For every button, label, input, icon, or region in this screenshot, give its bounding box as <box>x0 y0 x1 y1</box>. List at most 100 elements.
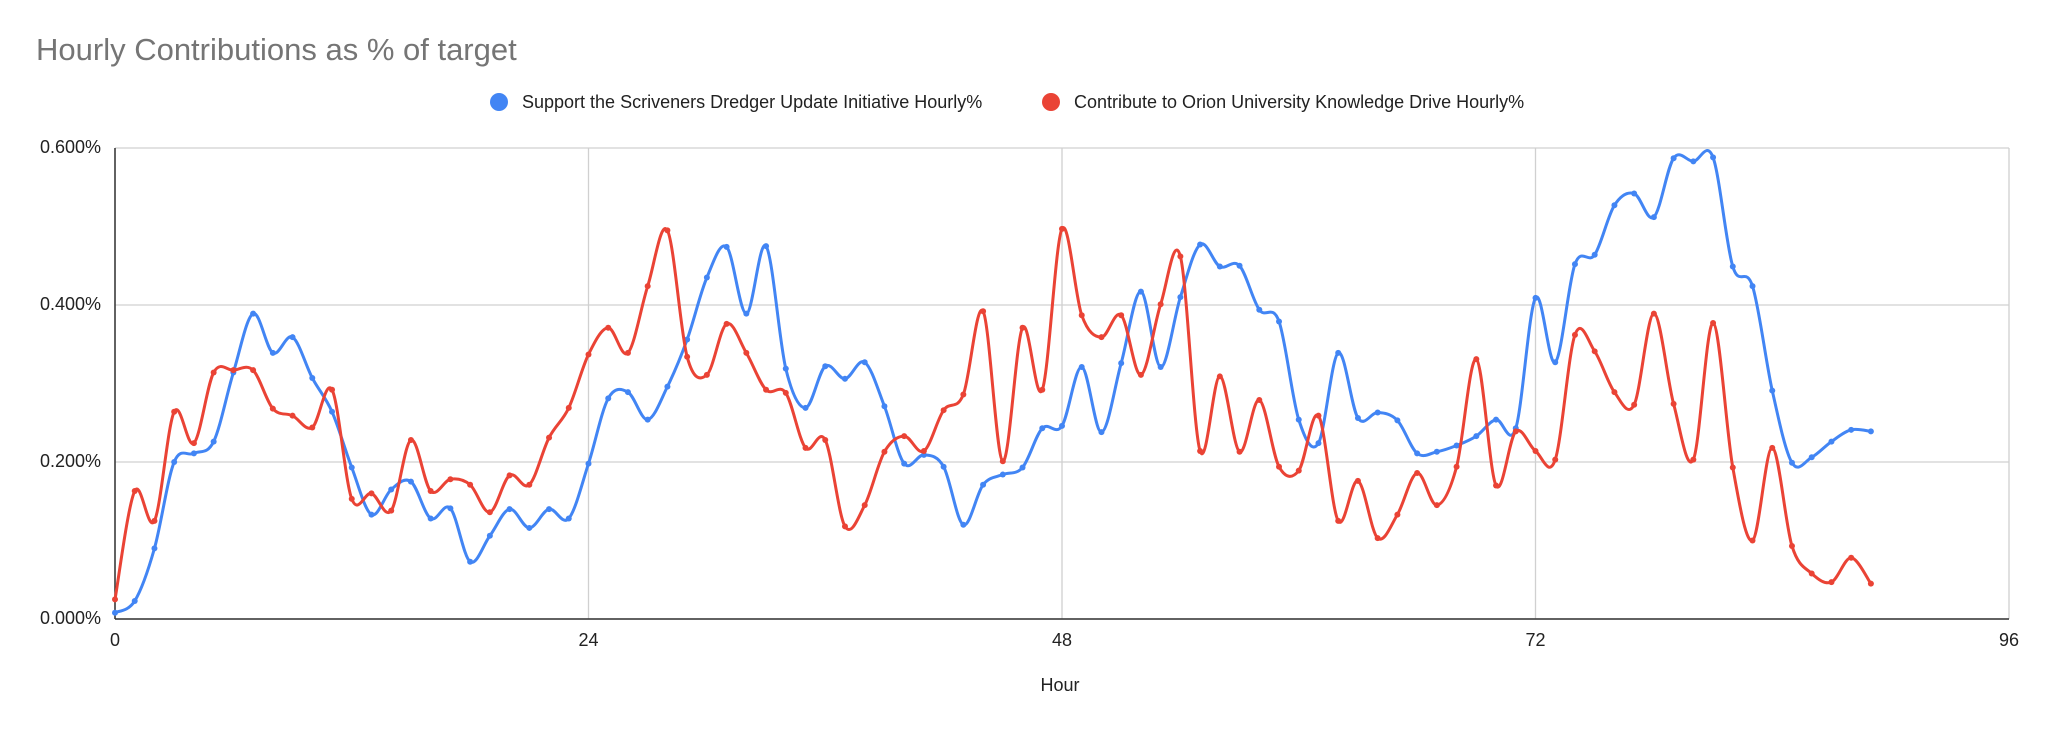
data-point <box>664 227 671 234</box>
data-point <box>1749 283 1756 290</box>
data-point <box>605 395 612 402</box>
data-point <box>585 351 592 358</box>
data-point <box>467 481 474 488</box>
data-point <box>1552 359 1559 366</box>
data-point <box>743 349 750 356</box>
data-point <box>368 490 375 497</box>
data-point <box>1256 306 1263 313</box>
data-point <box>486 532 493 539</box>
data-point <box>1216 373 1223 380</box>
data-point <box>171 459 178 465</box>
data-point <box>131 597 138 604</box>
data-point <box>1374 535 1381 542</box>
data-point <box>151 517 158 524</box>
data-point <box>112 609 118 616</box>
x-tick-label: 72 <box>1525 630 1545 650</box>
data-point <box>1512 428 1519 435</box>
data-point <box>802 404 809 411</box>
data-point <box>1177 253 1184 260</box>
data-point <box>881 403 888 410</box>
data-point <box>1867 580 1874 587</box>
data-point <box>960 521 967 528</box>
data-point <box>329 386 336 393</box>
y-tick-label: 0.400% <box>40 294 101 314</box>
data-point <box>763 243 770 250</box>
data-point <box>1157 364 1164 371</box>
legend-label: Contribute to Orion University Knowledge… <box>1074 92 1524 112</box>
data-point <box>1808 570 1815 577</box>
data-point <box>1749 537 1756 544</box>
data-point <box>644 283 651 290</box>
data-point <box>841 523 848 530</box>
data-point <box>763 386 770 393</box>
x-tick-label: 0 <box>110 630 120 650</box>
data-point <box>940 407 947 414</box>
data-point <box>526 524 533 531</box>
x-tick-label: 96 <box>1999 630 2019 650</box>
data-point <box>1414 469 1421 476</box>
data-point <box>1039 425 1046 432</box>
data-point <box>1552 456 1559 463</box>
data-point <box>1453 463 1460 470</box>
data-point <box>1236 448 1243 455</box>
data-point <box>881 448 888 455</box>
data-point <box>624 349 631 356</box>
data-point <box>506 472 513 479</box>
data-point <box>1295 467 1302 474</box>
data-point <box>1137 371 1144 378</box>
data-point <box>1670 400 1677 407</box>
data-point <box>1473 356 1480 363</box>
data-point <box>131 488 138 495</box>
data-point <box>822 363 829 370</box>
data-point <box>1611 202 1618 209</box>
data-point <box>999 458 1006 465</box>
data-point <box>1532 294 1539 301</box>
data-point <box>1848 554 1855 561</box>
data-point <box>1769 387 1776 394</box>
data-point <box>427 488 434 495</box>
data-point <box>329 408 336 415</box>
data-point <box>289 412 296 419</box>
data-point <box>1650 214 1657 221</box>
y-tick-label: 0.600% <box>40 137 101 157</box>
data-point <box>1769 444 1776 451</box>
data-point <box>348 464 355 471</box>
x-axis-title: Hour <box>1040 675 1079 695</box>
data-point <box>1315 412 1322 419</box>
data-point <box>1098 334 1105 341</box>
data-point <box>368 511 375 518</box>
data-point <box>1650 310 1657 317</box>
data-point <box>1690 158 1697 165</box>
data-point <box>171 408 178 415</box>
data-point <box>1453 442 1460 449</box>
data-point <box>861 502 868 509</box>
data-point <box>703 371 710 378</box>
data-point <box>1295 416 1302 423</box>
data-point <box>624 389 631 396</box>
data-point <box>1710 154 1717 161</box>
data-point <box>309 424 316 431</box>
data-point <box>1493 416 1500 423</box>
data-point <box>664 383 671 390</box>
legend-label: Support the Scriveners Dredger Update In… <box>522 92 982 112</box>
data-point <box>1236 262 1243 269</box>
data-point <box>1414 450 1421 457</box>
data-point <box>1216 263 1223 270</box>
data-point <box>1335 517 1342 524</box>
data-point <box>407 437 414 444</box>
data-point <box>1394 417 1401 424</box>
data-point <box>1276 318 1283 325</box>
data-point <box>1473 433 1480 440</box>
data-point <box>506 506 513 513</box>
data-point <box>1335 349 1342 356</box>
data-point <box>1276 463 1283 470</box>
data-point <box>901 433 908 440</box>
data-point <box>980 481 987 488</box>
data-point <box>565 404 572 411</box>
data-point <box>1788 542 1795 549</box>
data-point <box>210 438 217 445</box>
data-point <box>1493 482 1500 489</box>
data-point <box>486 509 493 516</box>
data-point <box>190 450 197 457</box>
data-point <box>940 463 947 470</box>
